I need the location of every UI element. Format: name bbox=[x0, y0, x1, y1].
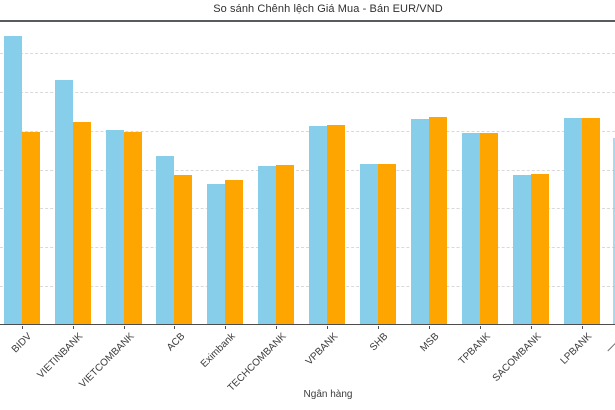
x-tick-label-shb: SHB bbox=[368, 331, 391, 354]
gridline bbox=[0, 208, 615, 210]
bar-vietinbank-blue bbox=[54, 80, 73, 325]
x-tick-label-vietcombank: VIETCOMBANK bbox=[77, 331, 137, 391]
x-tick-mark bbox=[581, 325, 583, 329]
gridline bbox=[0, 247, 615, 249]
gridline bbox=[0, 286, 615, 288]
x-tick-mark bbox=[530, 325, 532, 329]
bar-vpbank-orange bbox=[327, 124, 346, 325]
x-tick-label-vpbank: VPBANK bbox=[303, 331, 340, 368]
bar-vietcombank-blue bbox=[105, 130, 124, 325]
chart-title: So sánh Chênh lệch Giá Mua - Bán EUR/VND bbox=[213, 3, 443, 15]
x-tick-mark bbox=[72, 325, 74, 329]
bar-vietcombank-orange bbox=[123, 132, 142, 325]
x-tick-label-vietinbank: VIETINBANK bbox=[35, 331, 86, 381]
bar-vpbank-blue bbox=[309, 126, 328, 325]
x-tick-label-sacombank: SACOMBANK bbox=[490, 331, 544, 384]
x-tick-label-bidv: BIDV bbox=[10, 331, 35, 356]
x-tick-mark bbox=[378, 325, 379, 329]
bar-sacombank-orange bbox=[530, 174, 549, 325]
bar-lpbank-orange bbox=[581, 117, 600, 325]
x-tick-label-lpbank: LPBANK bbox=[558, 331, 595, 367]
bar-bidv-blue bbox=[3, 36, 22, 325]
bar-shb-blue bbox=[360, 164, 378, 325]
x-tick-label-acb: ACB bbox=[164, 331, 188, 354]
x-tick-label-eximbank: Eximbank bbox=[199, 331, 239, 370]
bar-shb-orange bbox=[378, 164, 396, 325]
bar-lpbank-blue bbox=[563, 117, 582, 325]
x-tick-mark bbox=[479, 325, 481, 329]
bar-eximbank-blue bbox=[207, 184, 226, 325]
x-axis-line bbox=[0, 324, 615, 326]
x-tick-mark bbox=[276, 325, 278, 329]
bar-tpbank-orange bbox=[479, 133, 498, 325]
x-tick-mark bbox=[428, 325, 430, 329]
x-tick-mark bbox=[123, 325, 125, 329]
bar-techcombank-orange bbox=[276, 165, 295, 325]
bar-cropped-partial-blue bbox=[612, 138, 615, 325]
bar-msb-orange bbox=[428, 117, 447, 325]
gridline bbox=[0, 53, 615, 55]
plot-top-border bbox=[0, 20, 615, 22]
x-axis-title: Ngân hàng bbox=[303, 389, 353, 400]
bar-bidv-orange bbox=[21, 132, 40, 325]
bar-acb-blue bbox=[156, 156, 175, 325]
x-tick-mark bbox=[21, 325, 23, 329]
bar-tpbank-blue bbox=[461, 133, 480, 325]
x-tick-label-msb: MSB bbox=[418, 331, 442, 355]
bar-msb-blue bbox=[410, 118, 429, 325]
bar-sacombank-blue bbox=[512, 174, 531, 325]
bar-acb-orange bbox=[174, 175, 193, 325]
x-tick-mark bbox=[225, 325, 227, 329]
bar-vietinbank-orange bbox=[72, 122, 91, 325]
cropped-label-fragment bbox=[607, 340, 615, 352]
x-tick-mark bbox=[327, 325, 329, 329]
bar-eximbank-orange bbox=[225, 180, 244, 325]
x-tick-label-tpbank: TPBANK bbox=[456, 331, 493, 368]
x-tick-mark bbox=[174, 325, 176, 329]
gridline bbox=[0, 169, 615, 171]
gridline bbox=[0, 130, 615, 132]
bar-techcombank-blue bbox=[258, 166, 277, 325]
gridline bbox=[0, 91, 615, 93]
